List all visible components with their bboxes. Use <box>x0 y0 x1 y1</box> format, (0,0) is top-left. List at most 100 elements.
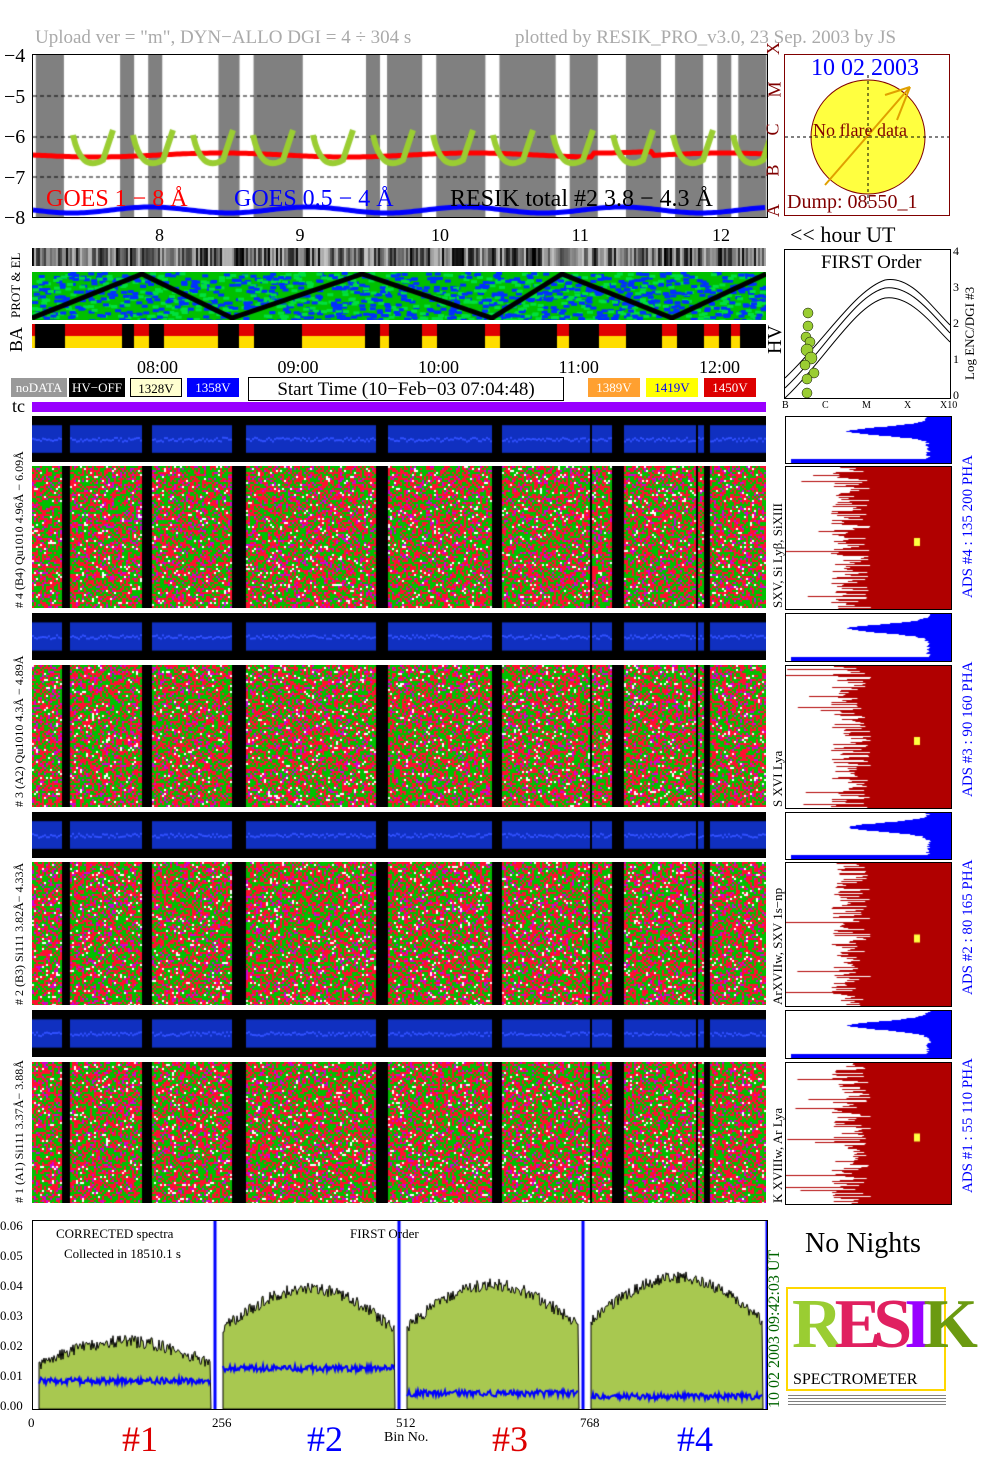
panel-right-label: ADS #2 : 80 165 PHA <box>960 859 976 995</box>
legend-1358v: 1358V <box>187 378 239 397</box>
fo-xtick: M <box>862 400 871 411</box>
legend-1419v: 1419V <box>646 378 698 397</box>
tc-label: tc <box>12 396 25 416</box>
channel-label: #2 <box>307 1419 343 1459</box>
fo-xtick: X <box>904 400 912 411</box>
first-order-ylabel: Log ENC/DGI #3 <box>962 286 977 380</box>
time-tick: 09:00 <box>277 357 319 377</box>
legend-1328v: 1328V <box>130 378 182 397</box>
panel-mid-label: K XVIIIw, Ar Lya <box>770 1107 785 1203</box>
panel-right-label: ADS #4 : 135 200 PHA <box>960 455 976 598</box>
channel-label: #1 <box>122 1419 158 1459</box>
class-letter: X <box>763 42 783 55</box>
logo-text: SPECTROMETER <box>793 1371 918 1389</box>
fo-ytick: 2 <box>953 316 959 330</box>
corrected-spectrum-plot <box>32 1220 768 1410</box>
panel-right-label: ADS #3 : 90 160 PHA <box>960 661 976 797</box>
panel-mid-label: ArXVIIw, SXV 1s−np <box>770 887 785 1005</box>
legend-goes-05-4: GOES 0.5 − 4 Å <box>234 186 394 212</box>
goes-ytick: −6 <box>4 126 26 148</box>
legend-hv-off: HV−OFF <box>69 378 125 397</box>
spectrogram <box>32 466 766 608</box>
pha-strip <box>32 1010 766 1057</box>
channel-label: #4 <box>677 1419 713 1459</box>
bottom-date-ut: 10 02 2003 09:42:03 UT <box>766 1249 783 1408</box>
spectrogram <box>32 1062 766 1203</box>
legend-goes-1-8: GOES 1 − 8 Å <box>46 186 188 212</box>
spectrum-histogram <box>785 862 952 1007</box>
class-letter: M <box>764 80 785 98</box>
goes-ytick: −7 <box>4 166 26 189</box>
goes-ytick: −5 <box>4 85 26 108</box>
hour-tick: 12 <box>712 225 730 245</box>
panel-left-label: # 1 (A1) Si111 3.37Å− 3.88Å <box>12 1060 26 1203</box>
time-tick: 11:00 <box>558 357 599 377</box>
prot-el-label: PROT & EL <box>8 252 23 319</box>
legend-resik: RESIK total #2 3.8 − 4.3 Å <box>450 186 713 212</box>
panel-left-label: # 4 (B4) Qu1010 4.96Å − 6.09Å <box>12 451 26 608</box>
spectrogram <box>32 665 766 807</box>
fo-xtick: X10 <box>940 400 958 411</box>
hour-unit-label: << hour UT <box>790 222 896 247</box>
time-tick: 08:00 <box>137 357 179 377</box>
ba-label: BA <box>6 326 26 352</box>
fo-ytick: 1 <box>953 352 959 366</box>
flare-text: No flare data <box>813 120 907 140</box>
legend-nodata: noDATA <box>11 378 67 397</box>
flare-date: 10 02 2003 <box>811 55 919 81</box>
fo-ytick: 0 <box>953 388 959 402</box>
goes-ytick: −4 <box>4 45 26 67</box>
flare-box: 10 02 2003 No flare data Dump: 08550_1 <box>784 54 950 216</box>
pha-histogram <box>785 1010 952 1059</box>
resik-logo: RESIK SPECTROMETER <box>786 1286 978 1391</box>
prot-strip <box>32 272 766 320</box>
fo-xtick: C <box>822 400 829 411</box>
spectrum-histogram <box>785 665 952 809</box>
spec-ytick: 0.05 <box>0 1248 23 1263</box>
goes-plot <box>32 54 768 218</box>
spectrogram <box>32 862 766 1005</box>
fo-xtick: B <box>782 400 789 411</box>
goes-ytick: −8 <box>4 207 26 229</box>
pha-strip <box>32 416 766 462</box>
spec-xtick: 768 <box>580 1415 600 1430</box>
pha-strip <box>32 812 766 858</box>
bottom-order: FIRST Order <box>350 1226 419 1241</box>
spec-ytick: 0.03 <box>0 1308 23 1323</box>
spec-ytick: 0.01 <box>0 1368 23 1383</box>
pha-histogram <box>785 613 952 662</box>
first-order-plot: FIRST Order <box>784 249 951 399</box>
spectrum-histogram <box>785 1062 952 1205</box>
bin-no-label: Bin No. <box>384 1430 429 1445</box>
class-letter: B <box>762 163 783 177</box>
fo-ytick: 3 <box>953 280 959 294</box>
first-order-curves <box>785 279 950 398</box>
hour-tick: 9 <box>295 225 305 245</box>
legend-1450v: 1450V <box>704 378 756 397</box>
panel-left-label: # 3 (A2) Qu1010 4.3Å − 4.89Å <box>12 655 26 807</box>
no-nights: No Nights <box>805 1228 921 1259</box>
spec-ytick: 0.04 <box>0 1278 23 1293</box>
start-time: Start Time (10−Feb−03 07:04:48) <box>248 377 564 401</box>
ba-strip <box>32 324 766 348</box>
spec-ytick: 0.00 <box>0 1398 23 1413</box>
class-letter: C <box>762 123 783 136</box>
hour-tick: 10 <box>431 225 449 245</box>
time-tick: 10:00 <box>418 357 460 377</box>
panel-mid-label: SXV, Si Lyβ, SiXIII <box>770 503 785 608</box>
time-tick: 12:00 <box>699 357 741 377</box>
channel-label: #3 <box>492 1419 528 1459</box>
pha-histogram <box>785 812 952 860</box>
pha-histogram <box>785 416 952 464</box>
spectrum-histogram <box>785 466 952 610</box>
tc-bar <box>32 402 766 412</box>
legend-1389v: 1389V <box>588 378 640 397</box>
el-strip <box>32 248 766 266</box>
bottom-note-1: CORRECTED spectra <box>56 1226 174 1241</box>
logo-letters: RESIK <box>792 1286 978 1363</box>
first-order-title: FIRST Order <box>821 252 922 273</box>
spec-xtick: 512 <box>396 1415 416 1430</box>
bottom-note-2: Collected in 18510.1 s <box>64 1246 181 1261</box>
sun-disk-icon <box>785 75 949 205</box>
panel-right-label: ADS #1 : 55 110 PHA <box>960 1058 976 1193</box>
